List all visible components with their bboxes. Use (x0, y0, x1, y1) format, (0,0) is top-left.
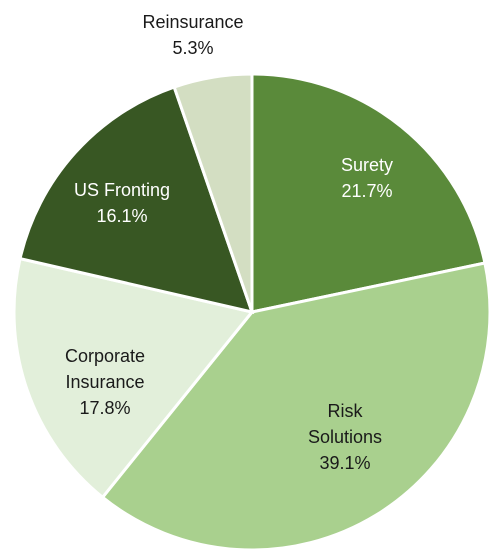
pie-slice (172, 72, 254, 313)
category-label: Reinsurance (142, 12, 244, 32)
category-label: Corporate Insurance (64, 346, 146, 392)
value-label: 5.3% (172, 38, 214, 58)
slice-label: Corporate Insurance 17.8% (49, 343, 161, 421)
pie-slice (250, 72, 487, 314)
pie-slice (100, 261, 491, 552)
slice-label: US Fronting 16.1% (66, 177, 178, 229)
category-label: Risk Solutions (307, 401, 383, 447)
pie-slice (12, 256, 255, 500)
value-label: 21.7% (341, 181, 393, 201)
value-label: 39.1% (319, 453, 371, 473)
category-label: US Fronting (73, 180, 171, 200)
category-label: Surety (340, 155, 394, 175)
slice-label: Reinsurance 5.3% (137, 9, 249, 61)
slice-label: Surety 21.7% (311, 152, 423, 204)
value-label: 17.8% (79, 398, 131, 418)
value-label: 16.1% (96, 206, 148, 226)
slice-label: Risk Solutions 39.1% (289, 398, 401, 476)
pie-slice (18, 85, 255, 315)
